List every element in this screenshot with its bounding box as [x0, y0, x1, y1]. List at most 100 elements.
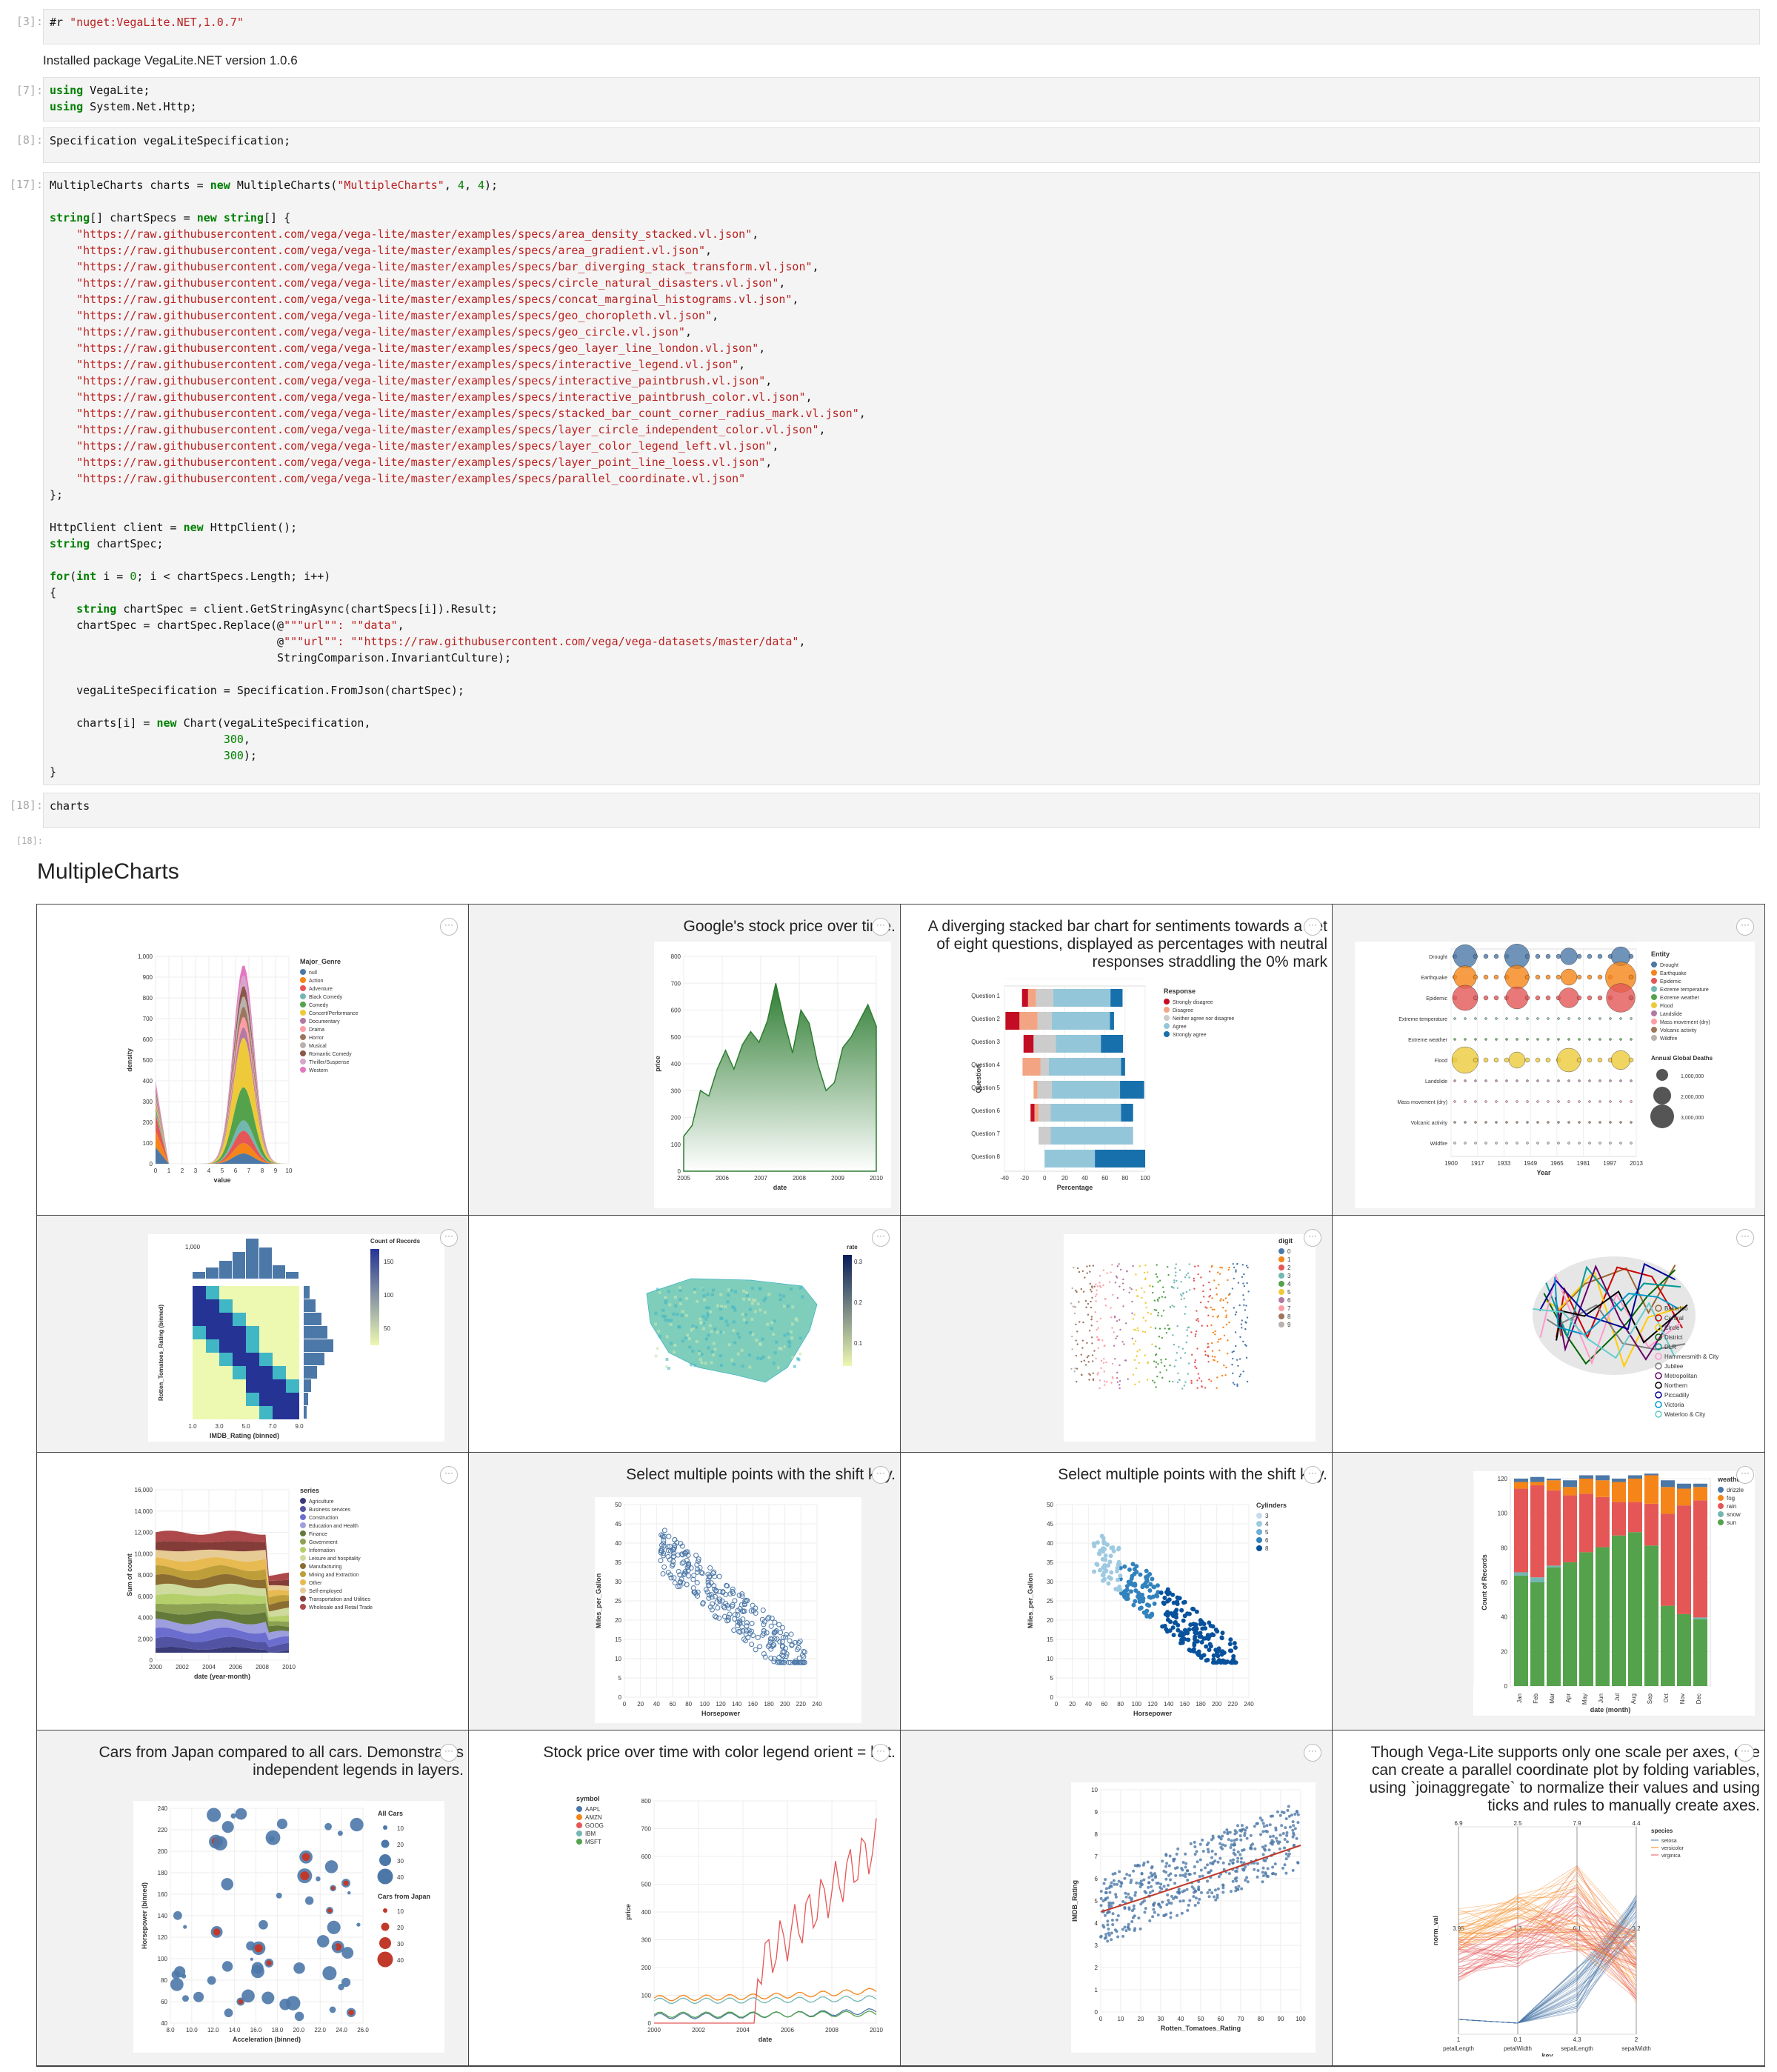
output-prompt: [18]: — [16, 836, 43, 846]
car-point — [1109, 1545, 1114, 1550]
county-cell — [700, 1321, 704, 1325]
x-tick-label: 240 — [812, 1701, 822, 1708]
zip-point — [1138, 1265, 1141, 1267]
species-line — [1458, 1911, 1637, 2024]
car-point — [724, 1618, 730, 1624]
movie-point — [1106, 1919, 1110, 1923]
zip-point — [1150, 1313, 1153, 1315]
legend-title: series — [300, 1487, 319, 1494]
weather-bar — [1579, 1475, 1593, 1479]
y-tick-label: 8,000 — [138, 1572, 153, 1579]
code-cell-spec-decl[interactable]: Specification vegaLiteSpecification; — [43, 127, 1760, 163]
zip-point — [1127, 1378, 1129, 1380]
ellipsis-icon[interactable]: ··· — [440, 1744, 458, 1762]
car-point — [787, 1659, 793, 1665]
code-cell-charts[interactable]: MultipleCharts charts = new MultipleChar… — [43, 172, 1760, 785]
legend-swatch — [300, 1002, 306, 1007]
heatmap-cell — [273, 1299, 286, 1313]
ellipsis-icon[interactable]: ··· — [1304, 1229, 1321, 1247]
y-tick-label: 100 — [641, 1993, 652, 1999]
movie-point — [1221, 1891, 1225, 1894]
ellipsis-icon[interactable]: ··· — [1304, 1744, 1321, 1762]
zip-point — [1232, 1372, 1234, 1375]
ellipsis-icon[interactable]: ··· — [440, 1466, 458, 1484]
zip-point — [1118, 1364, 1121, 1367]
zip-point — [1144, 1319, 1147, 1322]
county-cell — [741, 1313, 744, 1316]
ellipsis-icon[interactable]: ··· — [1736, 1744, 1754, 1762]
zip-point — [1184, 1381, 1187, 1383]
ellipsis-icon[interactable]: ··· — [872, 1466, 890, 1484]
x-axis-label: date — [773, 1184, 787, 1191]
ellipsis-icon[interactable]: ··· — [1304, 1466, 1321, 1484]
movie-point — [1211, 1862, 1215, 1866]
car-point — [691, 1573, 697, 1579]
y-tick-label: 800 — [671, 953, 681, 960]
legend-label: Education and Health — [309, 1524, 359, 1529]
movie-point — [1216, 1893, 1219, 1897]
zip-point — [1147, 1361, 1150, 1363]
movie-point — [1169, 1872, 1173, 1876]
species-line — [1458, 1907, 1637, 1978]
legend-label: virginica — [1661, 1853, 1681, 1859]
weather-bar — [1514, 1575, 1528, 1686]
zip-point — [1140, 1287, 1143, 1290]
car-point — [1167, 1591, 1172, 1596]
ellipsis-icon[interactable]: ··· — [872, 918, 890, 936]
disaster-bubble — [1464, 1100, 1467, 1103]
county-cell — [700, 1352, 704, 1356]
movie-point — [1253, 1868, 1256, 1871]
car-point — [676, 1568, 681, 1574]
ellipsis-icon[interactable]: ··· — [1304, 918, 1321, 936]
car-point — [709, 1607, 715, 1613]
ellipsis-icon[interactable]: ··· — [1736, 1229, 1754, 1247]
zip-point — [1165, 1332, 1168, 1334]
sentiment-bar — [1037, 1081, 1052, 1099]
movie-point — [1261, 1822, 1265, 1825]
county-cell — [695, 1325, 699, 1329]
movie-point — [1147, 1885, 1150, 1889]
weather-bar — [1628, 1475, 1642, 1479]
code-cell-charts-output[interactable]: charts — [43, 793, 1760, 828]
movie-point — [1261, 1871, 1264, 1874]
zip-point — [1137, 1329, 1139, 1332]
zip-point — [1155, 1353, 1158, 1356]
disaster-bubble — [1524, 1057, 1530, 1063]
ellipsis-icon[interactable]: ··· — [1736, 1466, 1754, 1484]
species-line — [1458, 1939, 1637, 1959]
heatmap-cell — [273, 1366, 286, 1379]
car-point — [1162, 1595, 1167, 1600]
county-cell — [730, 1358, 734, 1362]
movie-point — [1114, 1895, 1118, 1899]
ellipsis-icon[interactable]: ··· — [872, 1744, 890, 1762]
disaster-bubble — [1578, 1121, 1581, 1124]
zip-point — [1113, 1331, 1115, 1333]
ellipsis-icon[interactable]: ··· — [872, 1229, 890, 1247]
y-tick-label: 120 — [158, 1934, 168, 1941]
disaster-bubble — [1609, 1121, 1612, 1124]
ellipsis-icon[interactable]: ··· — [1736, 918, 1754, 936]
code-cell-usings[interactable]: using VegaLite; using System.Net.Http; — [43, 77, 1760, 121]
disaster-bubble — [1474, 1079, 1477, 1082]
ellipsis-icon[interactable]: ··· — [440, 918, 458, 936]
all-cars-point — [230, 1813, 236, 1819]
species-line — [1458, 1908, 1637, 1970]
code-cell-nuget[interactable]: #r "nuget:VegaLite.NET,1.0.7" — [43, 9, 1760, 44]
zip-point — [1155, 1273, 1158, 1276]
species-line — [1458, 1921, 1637, 2024]
car-point — [696, 1556, 701, 1562]
zip-point — [1152, 1285, 1154, 1287]
sentiment-bar — [1033, 1081, 1038, 1099]
ellipsis-icon[interactable]: ··· — [440, 1229, 458, 1247]
disaster-bubble — [1587, 974, 1593, 980]
histogram-bar — [219, 1261, 232, 1279]
movie-point — [1216, 1896, 1219, 1899]
movie-point — [1115, 1930, 1118, 1933]
movie-point — [1099, 1935, 1103, 1939]
all-cars-point — [170, 1977, 184, 1991]
car-point — [769, 1616, 775, 1622]
car-point — [678, 1540, 684, 1546]
car-point — [771, 1642, 777, 1648]
series-area — [156, 1530, 289, 1581]
movie-point — [1162, 1869, 1166, 1873]
